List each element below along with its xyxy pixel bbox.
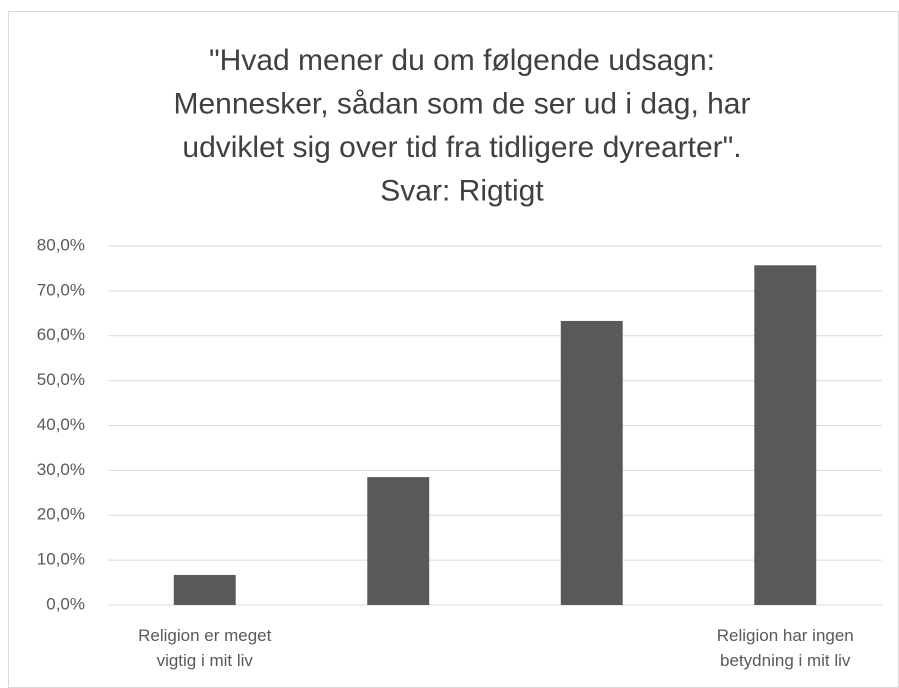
y-tick-label: 40,0% xyxy=(37,415,85,434)
x-tick-label: Religion har ingen betydning i mit liv xyxy=(716,626,854,670)
chart-border xyxy=(8,11,899,688)
chart-title: "Hvad mener du om følgende udsagn: xyxy=(209,44,715,77)
bar xyxy=(173,574,236,605)
y-tick-label: 60,0% xyxy=(37,325,85,344)
bar xyxy=(560,320,623,605)
chart-title: udviklet sig over tid fra tidligere dyre… xyxy=(182,131,741,164)
bar xyxy=(367,477,430,605)
x-tick-label: Religion er meget vigtig i mit liv xyxy=(138,626,272,670)
y-tick-label: 70,0% xyxy=(37,280,85,299)
y-tick-label: 80,0% xyxy=(37,235,85,254)
y-tick-label: 30,0% xyxy=(37,460,85,479)
bar xyxy=(754,265,817,605)
y-tick-label: 50,0% xyxy=(37,370,85,389)
y-tick-label: 20,0% xyxy=(37,505,85,524)
chart-title: Mennesker, sådan som de ser ud i dag, ha… xyxy=(173,87,750,120)
y-tick-label: 0,0% xyxy=(46,594,85,613)
chart-title: Svar: Rigtigt xyxy=(380,174,544,207)
y-tick-label: 10,0% xyxy=(37,550,85,569)
